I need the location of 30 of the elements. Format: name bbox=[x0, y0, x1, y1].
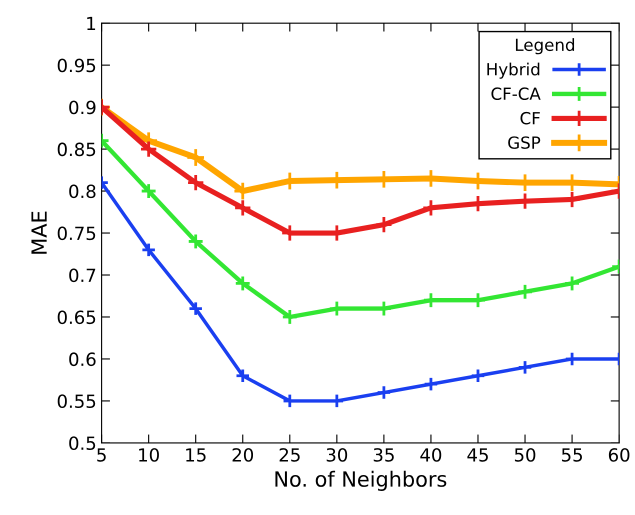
y-tick-label: 0.9 bbox=[69, 100, 96, 114]
y-tick-label: 0.5 bbox=[69, 436, 96, 450]
y-tick-label: 0.8 bbox=[69, 184, 96, 198]
legend-label: Hybrid bbox=[487, 62, 540, 79]
x-tick-label: 60 bbox=[608, 448, 630, 462]
x-axis-title: No. of Neighbors bbox=[275, 470, 446, 491]
x-tick-label: 30 bbox=[326, 448, 348, 462]
x-tick-label: 40 bbox=[420, 448, 442, 462]
x-tick-label: 45 bbox=[467, 448, 488, 462]
y-tick-label: 0.7 bbox=[69, 268, 96, 282]
legend-title: Legend bbox=[516, 38, 574, 54]
y-tick-label: 0.95 bbox=[58, 58, 96, 72]
y-axis-title: MAE bbox=[31, 212, 47, 254]
y-tick-label: 0.65 bbox=[58, 310, 96, 324]
y-tick-label: 1 bbox=[87, 16, 96, 30]
legend-label: CF bbox=[520, 112, 540, 124]
x-tick-label: 15 bbox=[186, 448, 206, 462]
y-tick-label: 0.85 bbox=[58, 142, 96, 156]
y-tick-label: 0.75 bbox=[58, 226, 96, 240]
x-tick-label: 25 bbox=[280, 448, 300, 462]
x-tick-label: 50 bbox=[514, 448, 536, 462]
x-tick-label: 20 bbox=[232, 448, 254, 462]
x-tick-label: 10 bbox=[139, 448, 159, 462]
x-tick-label: 55 bbox=[562, 448, 582, 462]
y-tick-label: 0.55 bbox=[58, 394, 96, 408]
legend-label: GSP bbox=[508, 136, 540, 149]
x-tick-label: 5 bbox=[97, 448, 106, 462]
legend-label: CF-CA bbox=[491, 87, 541, 100]
x-tick-label: 35 bbox=[374, 448, 394, 462]
y-tick-label: 0.6 bbox=[69, 352, 96, 366]
